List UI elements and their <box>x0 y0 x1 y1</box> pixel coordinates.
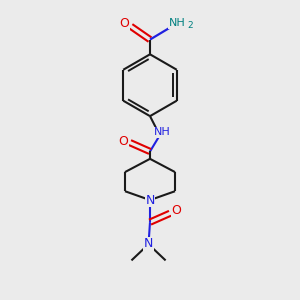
Text: NH: NH <box>153 127 170 137</box>
Text: N: N <box>145 194 155 207</box>
Text: O: O <box>118 135 128 148</box>
Text: 2: 2 <box>188 21 194 30</box>
Text: N: N <box>144 237 153 250</box>
Text: O: O <box>119 17 129 31</box>
Text: O: O <box>172 204 182 218</box>
Text: NH: NH <box>169 18 186 28</box>
